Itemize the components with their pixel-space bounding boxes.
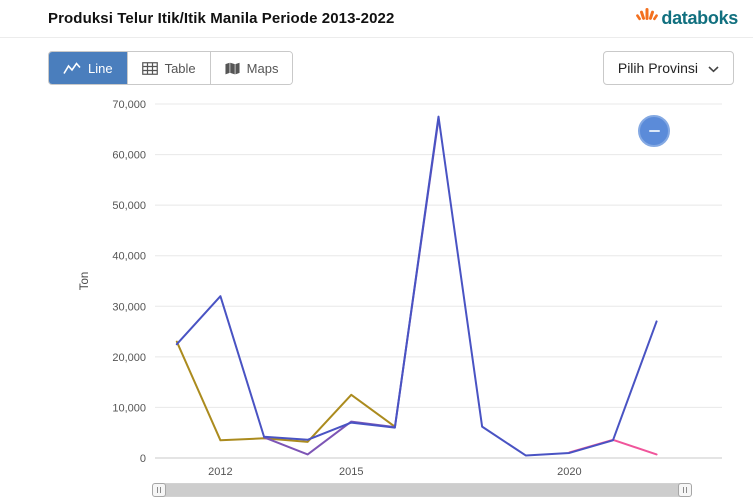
y-axis-tick-label: 40,000 [112, 251, 146, 263]
scrollbar-left-handle[interactable] [152, 483, 166, 497]
databoks-logo-text: databoks [661, 8, 738, 28]
series-line-purple[interactable] [263, 118, 440, 456]
tab-maps[interactable]: Maps [210, 52, 293, 84]
page-header: Produksi Telur Itik/Itik Manila Periode … [0, 0, 753, 38]
databoks-logo-icon [636, 6, 659, 31]
series-line-olive[interactable] [175, 340, 396, 443]
province-dropdown-label: Pilih Provinsi [617, 60, 698, 76]
page-title: Produksi Telur Itik/Itik Manila Periode … [48, 10, 395, 27]
tab-maps-label: Maps [246, 60, 279, 76]
tab-table[interactable]: Table [127, 52, 211, 84]
tab-line-label: Line [88, 60, 113, 76]
y-axis-tick-label: 30,000 [112, 301, 146, 313]
series-line-pink[interactable] [568, 438, 658, 456]
tab-line[interactable]: Line [49, 52, 128, 84]
y-axis-tick-label: 60,000 [112, 150, 146, 162]
series-line-blue[interactable] [175, 115, 658, 457]
scrollbar-bar[interactable] [160, 484, 684, 496]
line-chart-canvas[interactable]: 0 10,000 20,000 30,000 40,000 50,000 60,000 70,… [0, 86, 753, 478]
y-axis-tick-label: 50,000 [112, 200, 146, 212]
y-axis-tick-label: 70,000 [112, 99, 146, 111]
table-icon [141, 61, 158, 75]
view-switcher: Line Table [48, 51, 294, 85]
databoks-logo[interactable]: databoks [636, 6, 738, 31]
x-axis-tick-label: 2020 [557, 466, 581, 478]
tab-table-label: Table [164, 60, 196, 76]
x-axis-tick-label: 2015 [339, 466, 363, 478]
minus-icon [648, 130, 660, 132]
x-axis-tick-label: 2012 [208, 466, 232, 478]
y-axis-tick-label: 0 [140, 453, 146, 465]
scrollbar-right-handle[interactable] [678, 483, 692, 497]
y-axis-tick-label: 10,000 [112, 402, 146, 414]
maps-icon [225, 62, 240, 75]
chart-scrollbar [152, 483, 692, 497]
y-axis-title: Ton [79, 272, 91, 291]
chevron-down-icon [708, 60, 719, 76]
province-dropdown[interactable]: Pilih Provinsi [602, 51, 734, 85]
chart-toolbar: Line Table [48, 51, 734, 85]
line-chart-icon [63, 61, 81, 75]
y-axis-tick-label: 20,000 [112, 352, 146, 364]
chart-collapse-button[interactable] [638, 115, 670, 147]
